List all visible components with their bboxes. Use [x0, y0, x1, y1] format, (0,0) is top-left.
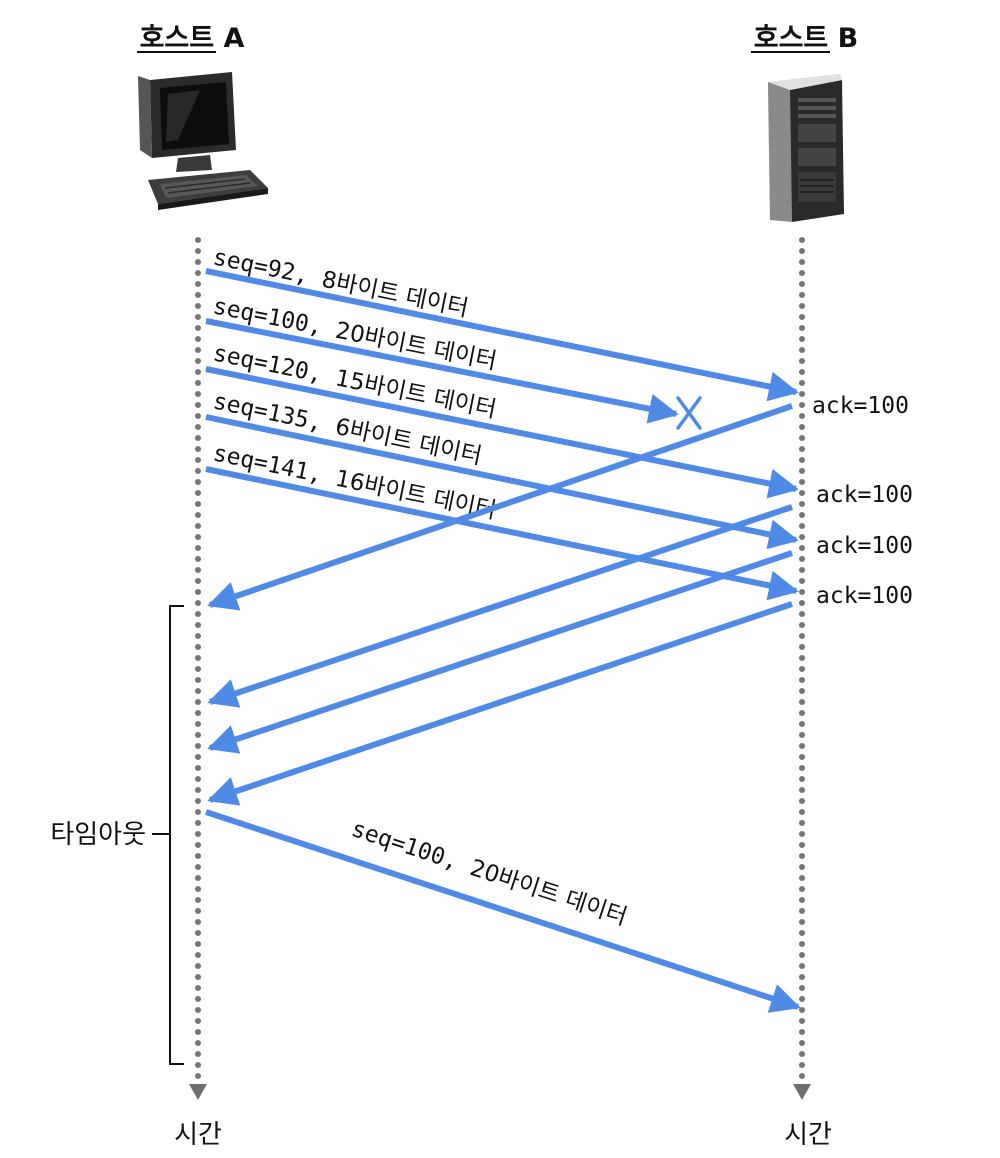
segment-1-data: 8바이트 데이터 — [319, 267, 470, 322]
server-icon — [768, 74, 844, 222]
host-b-time-arrow-icon — [793, 1084, 811, 1100]
host-b-time-label: 시간 — [784, 1120, 832, 1150]
ack-1-label: ack=100 — [812, 393, 909, 419]
ack-2-label: ack=100 — [816, 482, 913, 508]
computer-icon — [138, 72, 268, 210]
retransmit-data: 20바이트 데이터 — [467, 855, 630, 931]
segment-1-arrow — [205, 268, 799, 402]
ack-2-arrow — [207, 504, 793, 708]
lost-packet-x-icon — [676, 396, 702, 430]
ack-4-label: ack=100 — [816, 583, 913, 609]
retransmit-segment: seq=100,20바이트 데이터 — [205, 809, 801, 1013]
segment-5-arrow — [205, 466, 799, 601]
segment-2-arrow — [205, 318, 679, 424]
ack-4-arrow — [207, 601, 793, 806]
segment-4-arrow — [205, 414, 799, 550]
segment-3-arrow — [205, 366, 799, 499]
host-b-title: 호스트 B — [754, 23, 859, 54]
segment-5: seq=141,16바이트 데이터 — [205, 440, 799, 601]
timeout-label: 타임아웃 — [50, 820, 146, 850]
host-a-title: 호스트 A — [140, 23, 245, 54]
host-a-time-label: 시간 — [174, 1120, 222, 1150]
host-a-time-arrow-icon — [189, 1084, 207, 1100]
ack-1-arrow — [207, 403, 793, 611]
ack-3-label: ack=100 — [816, 533, 913, 559]
timeout-bracket — [169, 605, 184, 1065]
ack-3-arrow — [207, 550, 793, 754]
retransmit-arrow — [205, 809, 801, 1013]
